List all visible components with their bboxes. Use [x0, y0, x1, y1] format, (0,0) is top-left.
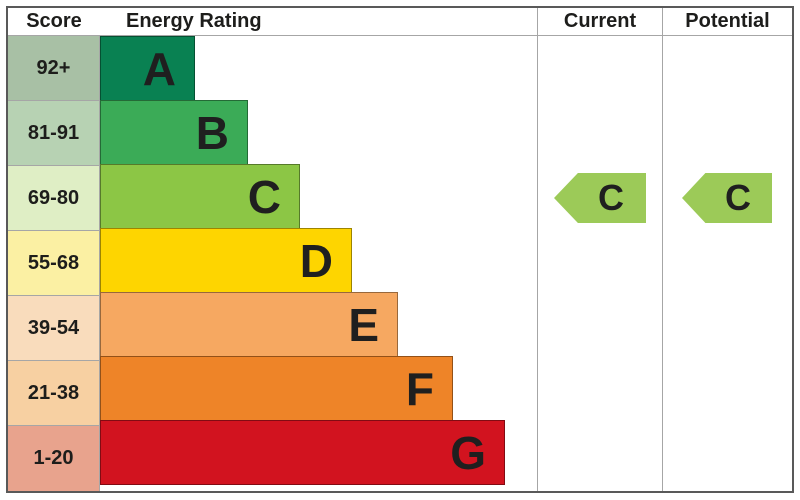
rating-bar-f: F: [100, 356, 453, 421]
current-column-header: Current: [537, 8, 662, 36]
epc-table: Score Energy Rating Current Potential C …: [6, 6, 794, 493]
rating-bar-e: E: [100, 292, 398, 357]
score-cell-f: 21-38: [8, 361, 100, 426]
score-cell-b: 81-91: [8, 101, 100, 166]
energy-rating-column-header: Energy Rating: [100, 8, 537, 36]
rating-bar-c: C: [100, 164, 300, 229]
rating-bar-d: D: [100, 228, 352, 293]
rating-bar-g: G: [100, 420, 505, 485]
rating-bar-b: B: [100, 100, 248, 165]
score-cell-g: 1-20: [8, 426, 100, 491]
score-band-column: 92+ 81-91 69-80 55-68 39-54 21-38 1-20: [8, 36, 100, 491]
potential-rating-column: C: [662, 8, 792, 491]
score-cell-c: 69-80: [8, 166, 100, 231]
potential-rating-arrow: C: [682, 173, 772, 223]
current-rating-arrow: C: [554, 173, 646, 223]
score-cell-e: 39-54: [8, 296, 100, 361]
score-cell-a: 92+: [8, 36, 100, 101]
score-cell-d: 55-68: [8, 231, 100, 296]
potential-column-header: Potential: [662, 8, 792, 36]
current-rating-column: C: [537, 8, 662, 491]
rating-bar-a: A: [100, 36, 195, 101]
score-column-header: Score: [8, 8, 100, 36]
